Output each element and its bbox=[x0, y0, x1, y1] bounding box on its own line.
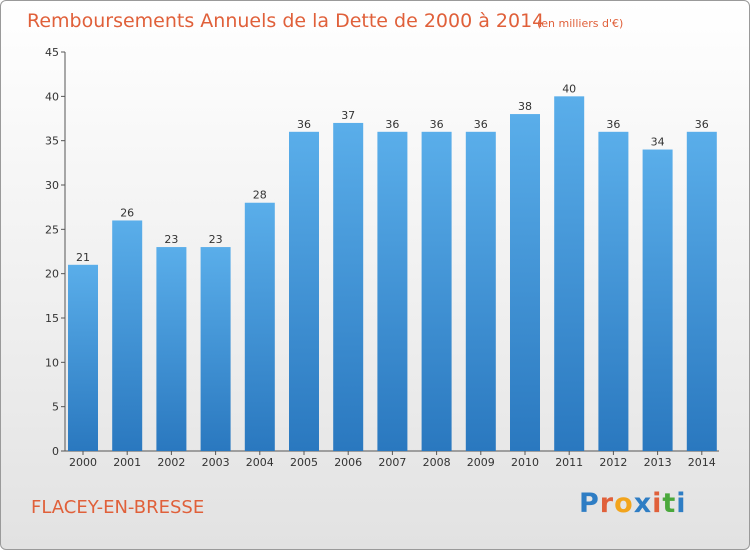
x-tick-label: 2013 bbox=[644, 456, 672, 469]
x-tick-label: 2014 bbox=[688, 456, 716, 469]
value-label: 36 bbox=[430, 118, 444, 131]
bar-2005 bbox=[289, 131, 319, 452]
logo-letter: i bbox=[652, 488, 663, 519]
bar-2009 bbox=[465, 131, 496, 452]
bars bbox=[68, 96, 717, 452]
value-label: 28 bbox=[253, 189, 267, 202]
value-label: 23 bbox=[164, 233, 178, 246]
value-label: 36 bbox=[385, 118, 399, 131]
x-tick-label: 2002 bbox=[157, 456, 185, 469]
value-label: 34 bbox=[651, 136, 665, 149]
bar-2008 bbox=[421, 131, 452, 452]
x-tick-label: 2010 bbox=[511, 456, 539, 469]
logo-letter: P bbox=[579, 488, 600, 519]
x-tick-label: 2009 bbox=[467, 456, 495, 469]
x-tick-label: 2012 bbox=[599, 456, 627, 469]
bar-2013 bbox=[642, 149, 673, 452]
y-tick-label: 25 bbox=[45, 223, 59, 236]
y-axis: 0 5 10 15 20 25 30 35 40 45 bbox=[45, 46, 66, 458]
value-label: 36 bbox=[297, 118, 311, 131]
logo-letter: x bbox=[633, 488, 653, 519]
value-label: 36 bbox=[474, 118, 488, 131]
bar-2002 bbox=[156, 247, 187, 451]
y-tick-label: 40 bbox=[45, 90, 59, 103]
x-tick-label: 2003 bbox=[202, 456, 230, 469]
chart-title: Remboursements Annuels de la Dette de 20… bbox=[27, 10, 544, 32]
bar-2006 bbox=[333, 122, 364, 451]
bar-2004 bbox=[244, 202, 275, 451]
x-tick-label: 2001 bbox=[113, 456, 141, 469]
bar-2001 bbox=[112, 220, 143, 451]
value-label: 36 bbox=[606, 118, 620, 131]
value-label: 26 bbox=[120, 206, 134, 219]
y-tick-label: 30 bbox=[45, 179, 59, 192]
logo-letter: o bbox=[614, 488, 634, 519]
x-axis: 2000 2001 2002 2003 2004 2005 2006 2007 2008 2009… bbox=[65, 450, 719, 469]
bar-2007 bbox=[377, 131, 408, 452]
bar-2012 bbox=[598, 131, 629, 452]
y-tick-label: 10 bbox=[45, 356, 59, 369]
value-label: 21 bbox=[76, 251, 90, 264]
proxiti-logo: Proxiti bbox=[579, 488, 687, 519]
y-tick-label: 15 bbox=[45, 312, 59, 325]
bar-2003 bbox=[200, 247, 231, 451]
x-tick-label: 2011 bbox=[555, 456, 583, 469]
logo-letter: r bbox=[599, 488, 615, 519]
y-tick-label: 5 bbox=[52, 401, 59, 414]
logo-letter: t bbox=[662, 488, 677, 519]
x-tick-label: 2005 bbox=[290, 456, 318, 469]
commune-name: FLACEY-EN-BRESSE bbox=[31, 497, 204, 518]
y-tick-label: 0 bbox=[52, 445, 59, 458]
value-label: 36 bbox=[695, 118, 709, 131]
bar-2010 bbox=[510, 114, 540, 452]
y-tick-label: 45 bbox=[45, 46, 59, 59]
bar-2011 bbox=[554, 96, 585, 451]
x-tick-label: 2006 bbox=[334, 456, 362, 469]
value-label: 40 bbox=[562, 82, 576, 95]
logo-letter: i bbox=[676, 488, 687, 519]
bar-2014 bbox=[686, 131, 717, 452]
y-tick-label: 20 bbox=[45, 268, 59, 281]
x-tick-label: 2004 bbox=[246, 456, 274, 469]
value-label: 38 bbox=[518, 100, 532, 113]
value-label: 23 bbox=[209, 233, 223, 246]
y-tick-label: 35 bbox=[45, 135, 59, 148]
value-label: 37 bbox=[341, 109, 355, 122]
value-labels: 21 26 23 23 28 36 37 36 36 36 38 40 36 34 36 bbox=[76, 82, 709, 263]
chart-subtitle: (en milliers d'€) bbox=[537, 17, 623, 30]
x-tick-label: 2007 bbox=[378, 456, 406, 469]
x-tick-label: 2008 bbox=[423, 456, 451, 469]
bar-2000 bbox=[68, 264, 98, 451]
x-tick-label: 2000 bbox=[69, 456, 97, 469]
